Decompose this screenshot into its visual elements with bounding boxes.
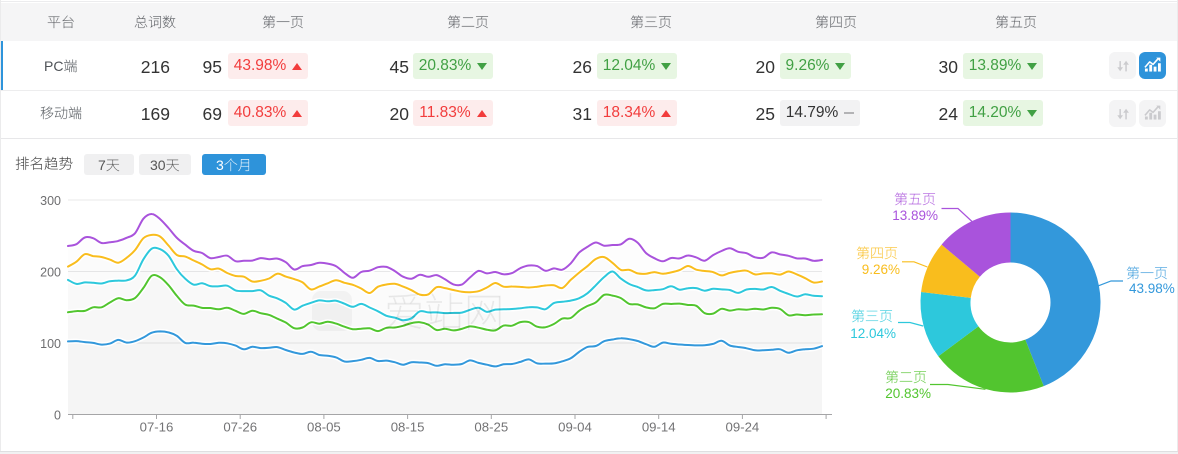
svg-text:7: 7	[98, 157, 106, 173]
svg-text:07-16: 07-16	[140, 420, 174, 435]
svg-text:09-14: 09-14	[642, 420, 676, 435]
svg-text:3: 3	[216, 157, 224, 173]
svg-text:08-25: 08-25	[474, 420, 508, 435]
svg-text:PC: PC	[44, 58, 63, 74]
svg-text:300: 300	[40, 194, 61, 208]
svg-text:0: 0	[54, 409, 61, 423]
svg-text:08-15: 08-15	[391, 420, 425, 435]
svg-text:30: 30	[150, 157, 166, 173]
svg-text:09-24: 09-24	[726, 420, 760, 435]
svg-text:08-05: 08-05	[307, 420, 341, 435]
svg-text:09-04: 09-04	[558, 420, 592, 435]
svg-text:100: 100	[40, 337, 61, 351]
svg-text:07-26: 07-26	[223, 420, 257, 435]
svg-text:200: 200	[40, 266, 61, 280]
